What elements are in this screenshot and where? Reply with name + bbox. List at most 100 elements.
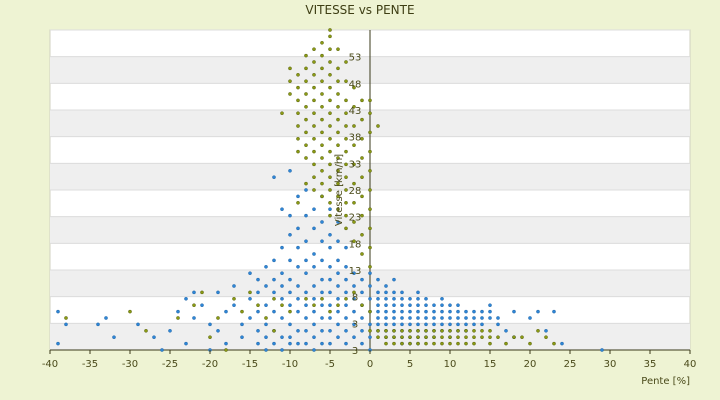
scatter-point [400, 322, 404, 327]
scatter-point [344, 328, 348, 333]
scatter-point [328, 60, 332, 64]
scatter-point [360, 341, 364, 346]
scatter-point [344, 98, 348, 103]
scatter-point [368, 226, 372, 231]
scatter-point [224, 341, 228, 346]
scatter-point [256, 341, 260, 346]
scatter-point [296, 226, 300, 231]
scatter-point [352, 124, 356, 128]
scatter-point [352, 290, 356, 295]
scatter-point [336, 79, 340, 83]
scatter-point [336, 303, 340, 308]
scatter-point [352, 271, 356, 276]
scatter-point [376, 335, 380, 340]
scatter-point [352, 220, 356, 224]
scatter-point [424, 296, 428, 301]
scatter-point [376, 316, 380, 320]
scatter-point [304, 92, 308, 96]
scatter-point [336, 105, 340, 109]
scatter-point [392, 316, 396, 320]
scatter-point [320, 239, 324, 243]
x-tick-label: -40 [42, 359, 58, 370]
x-tick-label: 10 [444, 359, 457, 370]
scatter-point [256, 303, 260, 308]
scatter-point [144, 328, 148, 333]
scatter-point [320, 181, 324, 186]
scatter-point [384, 316, 388, 320]
x-tick-label: 20 [524, 359, 537, 370]
scatter-point [336, 194, 340, 199]
scatter-point [456, 328, 460, 333]
scatter-point [168, 328, 172, 333]
scatter-point [56, 309, 60, 314]
scatter-point [472, 335, 476, 340]
scatter-point [320, 130, 324, 135]
scatter-point [336, 92, 340, 96]
scatter-point [376, 328, 380, 333]
scatter-point [440, 296, 444, 301]
scatter-point [256, 277, 260, 282]
scatter-point [312, 162, 316, 167]
scatter-point [344, 296, 348, 301]
scatter-point [320, 168, 324, 173]
scatter-point [320, 316, 324, 320]
y-tick-label: 8 [352, 293, 358, 304]
scatter-point [296, 73, 300, 77]
scatter-point [352, 181, 356, 186]
scatter-point [272, 328, 276, 333]
scatter-point [440, 328, 444, 333]
scatter-point [360, 252, 364, 256]
scatter-point [368, 271, 372, 276]
scatter-point [288, 277, 292, 282]
scatter-point [416, 309, 420, 314]
scatter-point [488, 341, 492, 346]
scatter-point [248, 271, 252, 276]
scatter-point [280, 335, 284, 340]
scatter-point [344, 162, 348, 167]
scatter-point [504, 328, 508, 333]
x-tick-label: 5 [407, 359, 413, 370]
scatter-point [104, 316, 108, 320]
scatter-point [344, 149, 348, 154]
scatter-point [336, 284, 340, 288]
scatter-point [304, 296, 308, 301]
scatter-point [208, 335, 212, 340]
y-tick-label: 18 [349, 239, 362, 250]
scatter-point [312, 335, 316, 340]
scatter-point [456, 309, 460, 314]
scatter-point [336, 181, 340, 186]
x-tick-label: 30 [604, 359, 617, 370]
scatter-point [360, 117, 364, 122]
scatter-point [312, 111, 316, 115]
scatter-point [320, 277, 324, 282]
scatter-point [280, 245, 284, 250]
scatter-point [280, 271, 284, 276]
x-tick-label: -20 [202, 359, 218, 370]
scatter-point [264, 322, 268, 327]
scatter-point [328, 277, 332, 282]
scatter-point [200, 303, 204, 308]
scatter-point [328, 47, 332, 52]
x-tick-label: -10 [282, 359, 298, 370]
scatter-point [376, 124, 380, 128]
scatter-point [208, 322, 212, 327]
scatter-point [312, 136, 316, 141]
scatter-point [320, 66, 324, 71]
scatter-point [472, 309, 476, 314]
y-tick-label: 33 [349, 159, 362, 170]
scatter-point [288, 92, 292, 96]
scatter-point [480, 328, 484, 333]
scatter-point [344, 136, 348, 141]
x-tick-label: -5 [325, 359, 335, 370]
scatter-point [336, 207, 340, 211]
scatter-point [504, 341, 508, 346]
scatter-point [320, 53, 324, 58]
scatter-point [472, 328, 476, 333]
scatter-point [560, 341, 564, 346]
scatter-point [344, 213, 348, 218]
scatter-point [344, 264, 348, 269]
scatter-point [176, 309, 180, 314]
scatter-point [176, 316, 180, 320]
scatter-point [328, 136, 332, 141]
